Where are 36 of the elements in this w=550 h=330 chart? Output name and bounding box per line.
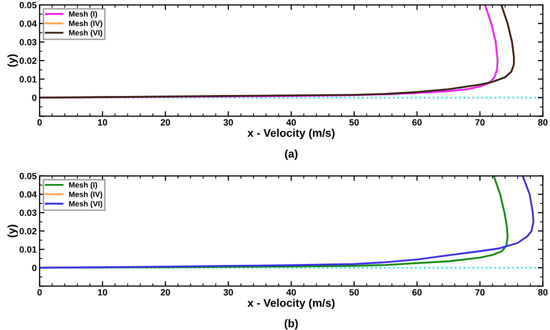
- y-tick-label: 0.04: [20, 20, 37, 27]
- x-tick-label: 70: [475, 289, 485, 296]
- y-tick-label: 0.01: [20, 246, 37, 253]
- x-tick-label: 0: [37, 289, 42, 296]
- x-tick-label: 10: [98, 119, 108, 126]
- x-tick-label: 0: [37, 119, 42, 126]
- x-tick-label: 10: [98, 289, 108, 296]
- y-tick-label: 0.03: [20, 210, 36, 216]
- x-tick-label: 40: [286, 289, 296, 296]
- y-tick-label: 0.01: [20, 76, 37, 82]
- y-tick-label: 0.03: [20, 38, 36, 46]
- y-tick-label: 0: [32, 264, 36, 272]
- x-tick-label: 60: [412, 119, 422, 126]
- x-tick-label: 30: [224, 119, 233, 126]
- x-tick-label: 30: [224, 289, 233, 296]
- y-axis-title: (y): [8, 54, 18, 67]
- x-tick-label: 80: [538, 119, 548, 126]
- x-tick-label: 50: [349, 119, 359, 126]
- x-tick-label: 20: [160, 289, 170, 296]
- x-tick-label: 60: [412, 289, 422, 296]
- y-tick-label: 0.02: [20, 58, 36, 64]
- x-tick-label: 50: [349, 289, 359, 296]
- y-tick-label: 0.05: [20, 2, 37, 8]
- y-tick-label: 0.04: [20, 191, 37, 198]
- y-tick-label: 0.05: [20, 172, 37, 180]
- y-axis-title: (y): [8, 224, 18, 238]
- x-tick-label: 20: [160, 119, 170, 126]
- x-axis-title: x - Velocity (m/s): [247, 128, 335, 140]
- x-tick-label: 40: [286, 119, 296, 126]
- text: (a): [284, 150, 298, 160]
- y-tick-label: 0: [32, 94, 36, 101]
- x-tick-label: 80: [538, 289, 548, 296]
- x-tick-label: 70: [475, 119, 485, 126]
- x-axis-title: x - Velocity (m/s): [247, 298, 335, 310]
- text: (b): [284, 319, 298, 330]
- y-tick-label: 0.02: [20, 228, 36, 234]
